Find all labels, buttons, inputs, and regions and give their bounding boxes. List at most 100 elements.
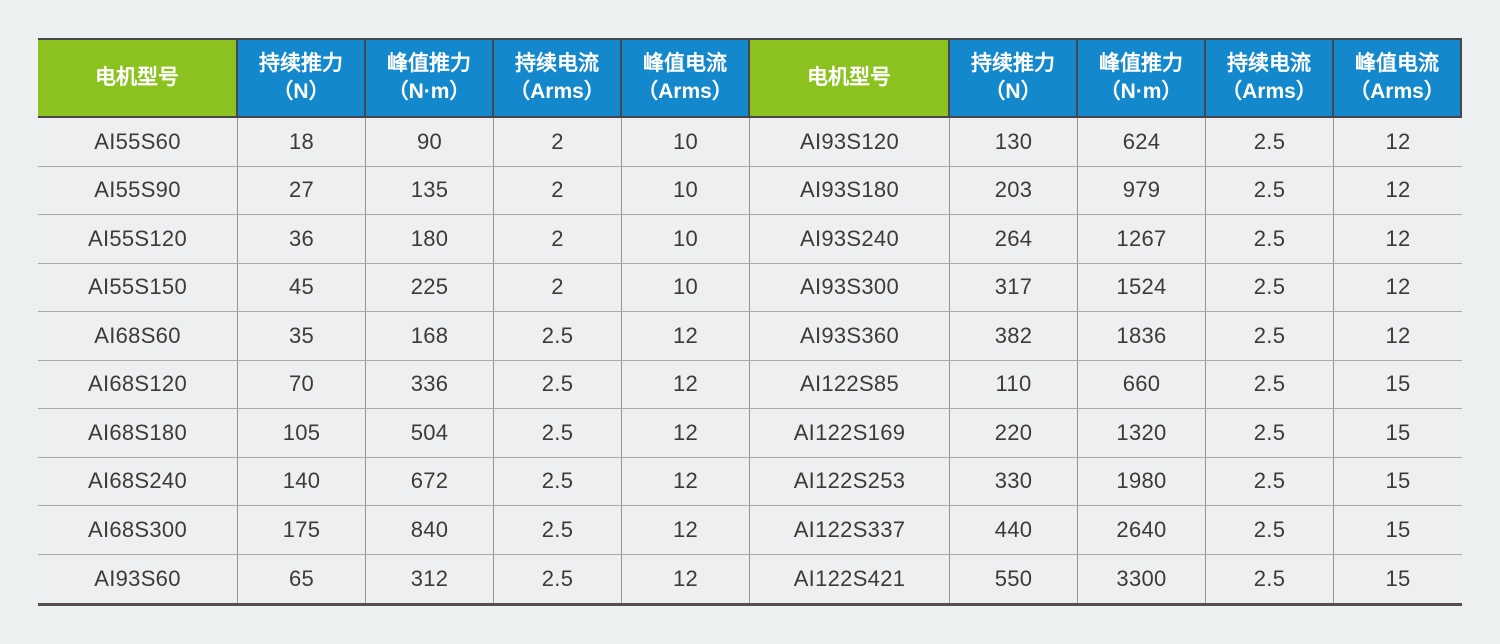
value-cell-peak-current: 12 (1385, 274, 1411, 300)
table-body: AI55S60 18 90 2 10 AI93S120 130 624 2.5 12 AI55S90… (38, 118, 1462, 606)
table-header-row: 电机型号 持续推力 （N） 峰值推力 （N·m） 持续电流 （Arms） 峰值电流 （Arms）… (38, 38, 1462, 118)
value-cell-peak-current: 12 (622, 457, 750, 505)
table-row: AI68S240 140 672 2.5 12 AI122S253 330 1980 2.5 15 (38, 457, 1462, 506)
value-cell-cont-thrust: 550 (950, 554, 1078, 603)
value-cell-peak-current: 10 (622, 263, 750, 311)
value-cell-peak-thrust: 2640 (1078, 506, 1206, 554)
value-cell-peak-thrust: 840 (366, 506, 494, 554)
model-cell: AI93S180 (750, 166, 950, 214)
model-cell: AI122S169 (750, 409, 950, 457)
header-unit: （N·m） (1099, 80, 1183, 103)
header-label: 持续推力 (971, 51, 1055, 75)
value-cell-peak-current: 15 (1385, 371, 1411, 397)
value-cell-cont-thrust: 18 (238, 118, 366, 166)
value-cell-cont-current: 2.5 (1206, 166, 1334, 214)
value-cell-peak-thrust: 225 (366, 263, 494, 311)
header-unit: （N） (272, 80, 330, 103)
header-unit: （Arms） (637, 80, 733, 103)
value-cell-cont-thrust: 36 (238, 215, 366, 263)
value-cell-peak-thrust: 168 (366, 312, 494, 360)
value-cell-peak-current: 15 (1385, 516, 1411, 542)
value-cell-cont-current: 2 (494, 215, 622, 263)
value-cell-peak-current: 12 (1385, 177, 1411, 203)
value-cell-peak-thrust: 1267 (1078, 215, 1206, 263)
value-cell-cont-current: 2.5 (1206, 215, 1334, 263)
value-cell-peak-thrust: 1836 (1078, 312, 1206, 360)
value-cell-peak-current: 10 (622, 166, 750, 214)
value-cell-cont-current: 2.5 (1206, 554, 1334, 603)
value-cell-cont-thrust: 27 (238, 166, 366, 214)
header-label: 峰值电流 (643, 51, 727, 75)
value-cell-cont-thrust: 203 (950, 166, 1078, 214)
value-cell-peak-thrust: 336 (366, 360, 494, 408)
value-cell-peak-current: 12 (622, 554, 750, 603)
header-label: 峰值推力 (387, 51, 471, 75)
value-cell-cont-thrust: 220 (950, 409, 1078, 457)
model-cell: AI93S120 (750, 118, 950, 166)
value-cell-cont-thrust: 105 (238, 409, 366, 457)
value-cell-cont-current: 2.5 (494, 554, 622, 603)
value-cell-cont-current: 2 (494, 118, 622, 166)
model-cell: AI93S60 (38, 554, 238, 603)
header-cell-left-peak-current: 峰值电流 （Arms） (622, 40, 750, 116)
value-cell-cont-current: 2.5 (1206, 409, 1334, 457)
model-cell: AI122S337 (750, 506, 950, 554)
value-cell-peak-thrust: 672 (366, 457, 494, 505)
model-cell: AI68S180 (38, 409, 238, 457)
value-cell-peak-current: 12 (622, 312, 750, 360)
value-cell-cont-thrust: 35 (238, 312, 366, 360)
model-cell: AI122S421 (750, 554, 950, 603)
value-cell-cont-current: 2.5 (1206, 312, 1334, 360)
value-cell-cont-thrust: 70 (238, 360, 366, 408)
value-cell-peak-thrust: 660 (1078, 360, 1206, 408)
value-cell-peak-current: 12 (1385, 128, 1411, 154)
header-cell-left-cont-thrust: 持续推力 （N） (238, 40, 366, 116)
model-cell: AI55S60 (38, 118, 238, 166)
value-cell-peak-current: 12 (1385, 225, 1411, 251)
header-label: 峰值推力 (1099, 51, 1183, 75)
model-cell: AI122S85 (750, 360, 950, 408)
value-cell-peak-current: 12 (622, 360, 750, 408)
model-cell: AI68S60 (38, 312, 238, 360)
value-cell-peak-current: 12 (1385, 322, 1411, 348)
value-cell-cont-thrust: 45 (238, 263, 366, 311)
table-row: AI55S90 27 135 2 10 AI93S180 203 979 2.5 12 (38, 166, 1462, 215)
model-cell: AI93S300 (750, 263, 950, 311)
value-cell-cont-current: 2.5 (1206, 118, 1334, 166)
table-row: AI68S300 175 840 2.5 12 AI122S337 440 2640 2.5 15 (38, 506, 1462, 555)
header-label: 持续电流 (515, 51, 599, 75)
header-cell-left-model: 电机型号 (38, 40, 238, 116)
table-row: AI68S60 35 168 2.5 12 AI93S360 382 1836 2.5 12 (38, 312, 1462, 361)
model-cell: AI68S240 (38, 457, 238, 505)
value-cell-cont-thrust: 330 (950, 457, 1078, 505)
value-cell-cont-thrust: 264 (950, 215, 1078, 263)
value-cell-peak-thrust: 180 (366, 215, 494, 263)
value-cell-peak-current: 10 (622, 215, 750, 263)
model-cell: AI68S120 (38, 360, 238, 408)
value-cell-peak-current: 15 (1385, 565, 1411, 591)
value-cell-peak-thrust: 3300 (1078, 554, 1206, 603)
value-cell-peak-thrust: 624 (1078, 118, 1206, 166)
header-unit: （N·m） (387, 80, 471, 103)
value-cell-cont-current: 2.5 (1206, 360, 1334, 408)
header-unit: （Arms） (1349, 80, 1445, 103)
value-cell-cont-current: 2 (494, 166, 622, 214)
value-cell-peak-current: 15 (1385, 468, 1411, 494)
value-cell-peak-current: 12 (622, 506, 750, 554)
value-cell-cont-current: 2.5 (494, 360, 622, 408)
value-cell-peak-thrust: 504 (366, 409, 494, 457)
value-cell-cont-thrust: 440 (950, 506, 1078, 554)
header-label: 电机型号 (95, 65, 179, 89)
model-cell: AI68S300 (38, 506, 238, 554)
model-cell: AI122S253 (750, 457, 950, 505)
header-unit: （Arms） (1221, 80, 1317, 103)
model-cell: AI93S360 (750, 312, 950, 360)
value-cell-cont-thrust: 65 (238, 554, 366, 603)
header-label: 电机型号 (807, 65, 891, 89)
table-row: AI93S60 65 312 2.5 12 AI122S421 550 3300 2.5 15 (38, 554, 1462, 603)
header-unit: （N） (984, 80, 1042, 103)
value-cell-cont-current: 2.5 (494, 506, 622, 554)
model-cell: AI55S90 (38, 166, 238, 214)
table-row: AI68S120 70 336 2.5 12 AI122S85 110 660 2.5 15 (38, 360, 1462, 409)
